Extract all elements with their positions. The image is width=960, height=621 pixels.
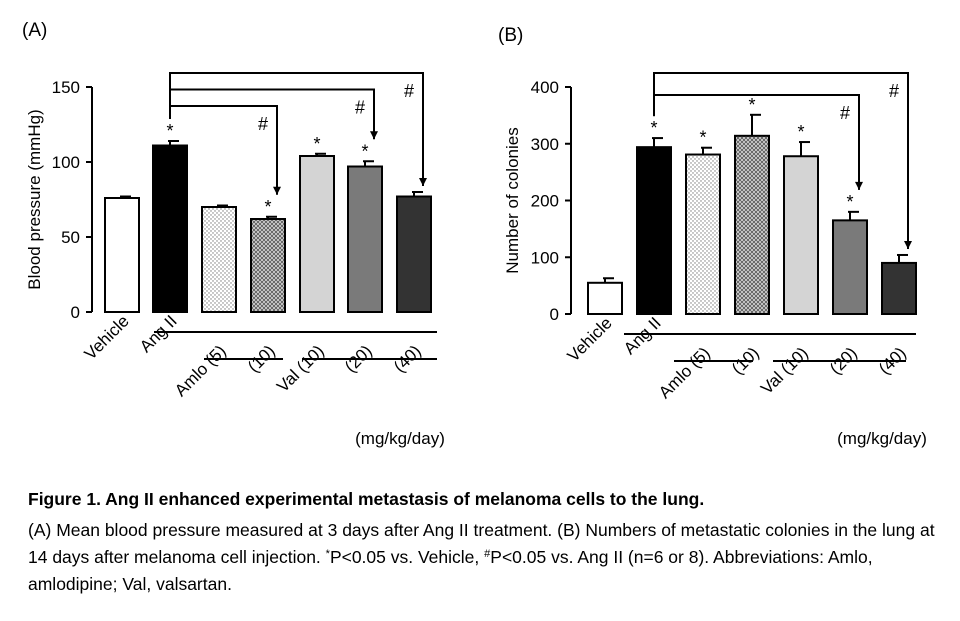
panel-b-category-label: Ang II (620, 313, 665, 358)
panel-b-y-tick-label: 200 (531, 192, 559, 211)
panel-a-bracket-arrowhead (273, 186, 281, 195)
panel-b-significance-star: * (797, 122, 804, 142)
panel-a-bar (299, 155, 335, 313)
panel-a-bar (201, 206, 237, 313)
panel-b-hash-mark: # (840, 103, 850, 123)
caption-sup-hash: # (484, 548, 491, 560)
panel-b-label: (B) (498, 25, 523, 46)
panel-b-bar (832, 219, 868, 315)
panel-a-y-axis-title: Blood pressure (mmHg) (25, 109, 44, 289)
caption-sup-star: * (325, 548, 330, 560)
panel-a-hash-mark: # (258, 114, 268, 134)
panel-a-significance-star: * (361, 141, 368, 161)
panel-a-y-tick-label: 150 (52, 78, 80, 97)
panel-b-significance-star: * (650, 118, 657, 138)
panel-a-category-label: Vehicle (81, 311, 133, 363)
panel-a-hash-mark: # (355, 98, 365, 118)
panel-b-bar (881, 261, 917, 315)
panel-a: (A) 0 50 100 150 Blood pressure (mmHg) * * * * # #… (22, 20, 445, 448)
panel-a-significance-star: * (166, 121, 173, 141)
panel-b-bar (587, 281, 623, 316)
panel-a-bar (152, 144, 188, 313)
panel-a-y-tick-label: 100 (52, 153, 80, 172)
panel-a-hash-mark: # (404, 81, 414, 101)
panel-a-bar (396, 195, 432, 313)
panel-b-y-axis-title: Number of colonies (503, 127, 522, 273)
panel-b-y-tick-label: 0 (550, 305, 559, 324)
panel-a-bar (347, 165, 383, 313)
panel-a-bar (104, 197, 140, 313)
caption-text-3: P<0.05 vs. Ang II (n=6 or 8). Abbreviati… (28, 547, 873, 594)
panel-b-y-tick-label: 300 (531, 135, 559, 154)
panel-a-label: (A) (22, 20, 47, 41)
panel-a-comparison-bracket (169, 88, 375, 140)
panel-b-category-label: Amlo (5) (655, 343, 714, 402)
panel-b-bracket-arrowhead (855, 181, 863, 190)
caption-text-2: P<0.05 vs. Vehicle, (329, 547, 485, 567)
panel-a-y-tick-label: 50 (61, 228, 80, 247)
panel-a-category-label: Ang II (136, 311, 181, 356)
panel-b-comparison-bracket (653, 72, 909, 249)
caption-body: (A) Mean blood pressure measured at 3 da… (28, 517, 938, 598)
panel-a-category-label: Val (10) (273, 341, 328, 396)
panel-a-y-tick-label: 0 (71, 303, 80, 322)
panel-b-bracket-arrowhead (904, 240, 912, 249)
panel-b-bar (734, 134, 770, 315)
panel-b-bar (685, 153, 721, 315)
panel-a-bracket-arrowhead (419, 178, 427, 186)
caption-text-1: (A) Mean blood pressure measured at 3 da… (28, 520, 935, 567)
panel-b-category-label: Vehicle (564, 313, 616, 365)
panel-b-hash-mark: # (889, 81, 899, 101)
panel-b-category-label: Val (10) (757, 343, 812, 398)
panel-a-unit-label: (mg/kg/day) (355, 429, 445, 448)
caption-title: Figure 1. Ang II enhanced experimental m… (28, 489, 705, 509)
figure-caption: Figure 1. Ang II enhanced experimental m… (28, 486, 938, 598)
panel-a-category-label: Amlo (5) (171, 341, 230, 400)
panel-a-bracket-arrowhead (370, 131, 378, 140)
panel-b-y-tick-label: 400 (531, 78, 559, 97)
figure-canvas: (A) 0 50 100 150 Blood pressure (mmHg) * * * * # #… (22, 20, 927, 448)
panel-b-significance-star: * (699, 128, 706, 148)
panel-a-significance-star: * (313, 134, 320, 154)
panel-b-bar (783, 155, 819, 315)
panel-b-significance-star: * (846, 192, 853, 212)
panel-a-significance-star: * (264, 197, 271, 217)
panel-a-bar (250, 218, 286, 313)
panel-b-unit-label: (mg/kg/day) (837, 429, 927, 448)
panel-b-bar (636, 146, 672, 315)
panel-a-comparison-bracket (169, 72, 424, 186)
panel-b-significance-star: * (748, 95, 755, 115)
panel-b-y-tick-label: 100 (531, 248, 559, 267)
panel-b: (B) 0 100 200 300 400 Number of colonies * * * * *… (498, 25, 927, 448)
